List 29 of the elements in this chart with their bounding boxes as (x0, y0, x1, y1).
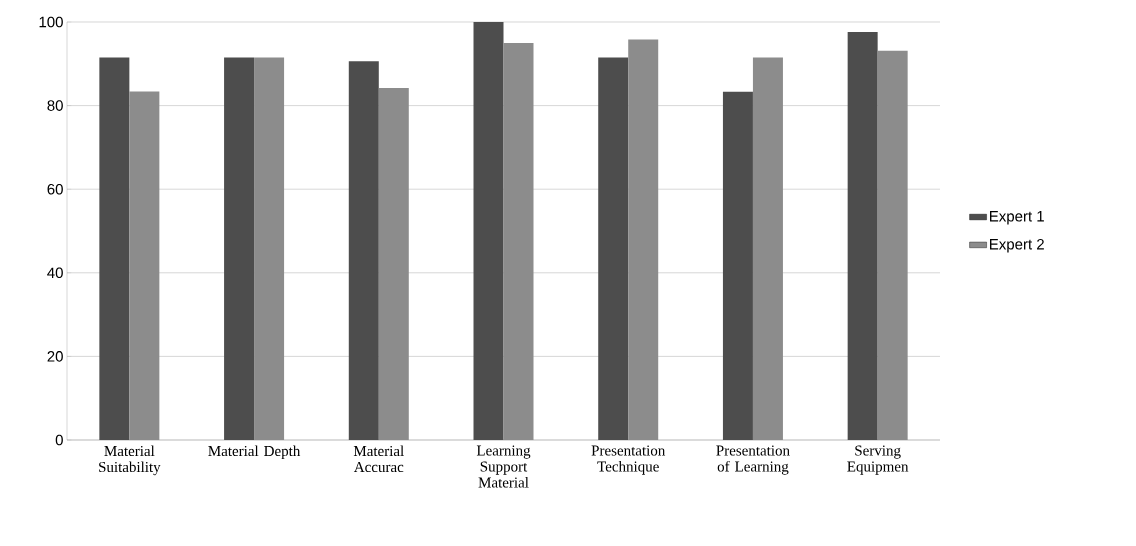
x-tick-label: Presentation Technique (591, 445, 666, 475)
bar (598, 57, 629, 440)
legend-label: Expert 2 (990, 238, 1044, 253)
x-tick-label: Material Depth (208, 445, 301, 460)
legend-label: Expert 1 (990, 211, 1044, 225)
bar (348, 61, 379, 440)
y-tick-label: 20 (47, 351, 63, 362)
y-tick-label: 80 (47, 100, 63, 111)
bar (473, 22, 504, 440)
x-tick-label: Material Suitability (99, 445, 161, 476)
y-tick-label: 40 (47, 267, 63, 279)
x-tick-label: Serving Equipmen (847, 445, 909, 475)
bar (877, 50, 908, 440)
bar (129, 91, 160, 440)
x-tick-label: Presentation of Learning (716, 445, 790, 475)
y-tick-label: 0 (55, 434, 63, 446)
bar (378, 88, 409, 440)
bar (503, 42, 534, 440)
bar (99, 57, 130, 440)
bar (722, 91, 753, 440)
bar (752, 57, 783, 440)
x-tick-label: Learning Support Material (476, 445, 531, 488)
bar (224, 57, 255, 440)
x-tick-label: Material Accurac (353, 445, 404, 473)
y-tick-label: 60 (47, 183, 63, 195)
bar (254, 57, 285, 440)
bar (628, 39, 659, 440)
y-tick-label: 100 (39, 16, 63, 28)
bar (847, 32, 878, 440)
